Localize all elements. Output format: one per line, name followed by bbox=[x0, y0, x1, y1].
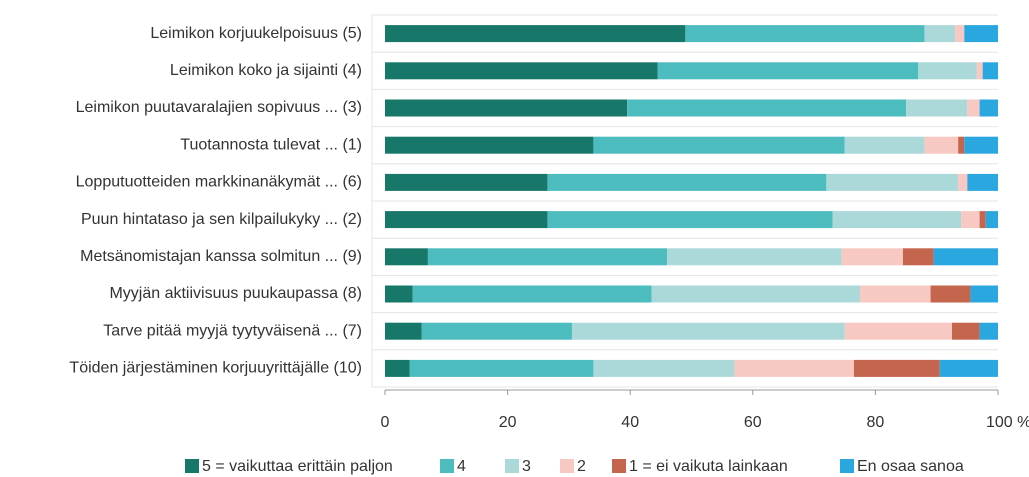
bar-segment bbox=[412, 285, 652, 303]
legend-swatch bbox=[185, 459, 199, 473]
legend-label: 2 bbox=[577, 458, 586, 475]
bar-segment bbox=[967, 173, 998, 191]
category-label: Myyjän aktiivisuus puukaupassa (8) bbox=[109, 285, 362, 302]
bar-segment bbox=[547, 173, 827, 191]
bar-segment bbox=[832, 211, 962, 229]
bar-segment bbox=[924, 136, 959, 154]
legend-label: 4 bbox=[457, 458, 466, 475]
bar-segment bbox=[385, 136, 594, 154]
legend-label: 1 = ei vaikuta lainkaan bbox=[629, 458, 788, 475]
bar-segment bbox=[979, 99, 998, 117]
category-label: Leimikon koko ja sijainti (4) bbox=[170, 62, 362, 79]
x-tick-label: 40 bbox=[621, 414, 639, 431]
bar-segment bbox=[734, 359, 854, 377]
legend-label: 3 bbox=[522, 458, 531, 475]
category-label: Leimikon puutavaralajien sopivuus ... (3… bbox=[76, 99, 362, 116]
bar-segment bbox=[409, 359, 594, 377]
legend-swatch bbox=[560, 459, 574, 473]
category-label: Tuotannosta tulevat ... (1) bbox=[180, 136, 362, 153]
bar-segment bbox=[964, 136, 998, 154]
category-label: Lopputuotteiden markkinanäkymät ... (6) bbox=[76, 174, 362, 191]
bar-segment bbox=[421, 322, 572, 340]
x-tick-label: 80 bbox=[867, 414, 885, 431]
legend-swatch bbox=[505, 459, 519, 473]
bar-segment bbox=[841, 248, 903, 266]
category-label: Metsänomistajan kanssa solmitun ... (9) bbox=[80, 248, 362, 265]
bar-segment bbox=[982, 62, 998, 80]
bar-segment bbox=[627, 99, 907, 117]
bar-segment bbox=[844, 136, 925, 154]
x-tick-label: 0 bbox=[381, 414, 390, 431]
bar-segment bbox=[385, 62, 658, 80]
bar-segment bbox=[976, 62, 983, 80]
bar-segment bbox=[933, 248, 998, 266]
bar-segment bbox=[385, 211, 548, 229]
category-label: Tarve pitää myyjä tyytyväisenä ... (7) bbox=[103, 322, 362, 339]
bar-segment bbox=[979, 322, 998, 340]
bar-segment bbox=[985, 211, 998, 229]
category-label: Leimikon korjuukelpoisuus (5) bbox=[150, 25, 362, 42]
bar-segment bbox=[918, 62, 977, 80]
x-tick-label: 100 % bbox=[986, 414, 1029, 431]
bar-segment bbox=[385, 285, 413, 303]
bar-segment bbox=[902, 248, 934, 266]
bar-segment bbox=[385, 99, 628, 117]
bar-segment bbox=[666, 248, 842, 266]
bar-segment bbox=[970, 285, 998, 303]
legend-label: En osaa sanoa bbox=[857, 458, 964, 475]
legend-label: 5 = vaikuttaa erittäin paljon bbox=[202, 458, 393, 475]
bar-segment bbox=[685, 25, 925, 43]
bar-segment bbox=[651, 285, 861, 303]
bar-segment bbox=[826, 173, 959, 191]
bar-segment bbox=[930, 285, 971, 303]
bar-segment bbox=[547, 211, 833, 229]
bar-segment bbox=[964, 25, 998, 43]
bar-segment bbox=[958, 136, 965, 154]
bar-segment bbox=[427, 248, 667, 266]
bar-segment bbox=[385, 25, 686, 43]
bar-segment bbox=[979, 211, 986, 229]
bar-segment bbox=[967, 99, 980, 117]
legend-swatch bbox=[612, 459, 626, 473]
bar-segment bbox=[906, 99, 968, 117]
bar-segment bbox=[924, 25, 956, 43]
bar-segment bbox=[385, 173, 548, 191]
bar-segment bbox=[657, 62, 919, 80]
bar-segment bbox=[593, 136, 845, 154]
bar-segment bbox=[860, 285, 931, 303]
bar-segment bbox=[593, 359, 735, 377]
bar-segment bbox=[961, 211, 980, 229]
category-label: Töiden järjestäminen korjuuyrittäjälle (… bbox=[69, 360, 362, 377]
bar-segment bbox=[844, 322, 953, 340]
bar-segment bbox=[385, 248, 428, 266]
bar-segment bbox=[571, 322, 845, 340]
legend-swatch bbox=[440, 459, 454, 473]
bar-segment bbox=[952, 322, 980, 340]
bar-segment bbox=[385, 322, 422, 340]
bar-segment bbox=[939, 359, 998, 377]
legend-swatch bbox=[840, 459, 854, 473]
bar-segment bbox=[955, 25, 965, 43]
x-tick-label: 60 bbox=[744, 414, 762, 431]
category-label: Puun hintataso ja sen kilpailukyky ... (… bbox=[81, 211, 362, 228]
bar-segment bbox=[958, 173, 968, 191]
x-tick-label: 20 bbox=[499, 414, 517, 431]
bar-segment bbox=[385, 359, 410, 377]
bar-segment bbox=[853, 359, 940, 377]
